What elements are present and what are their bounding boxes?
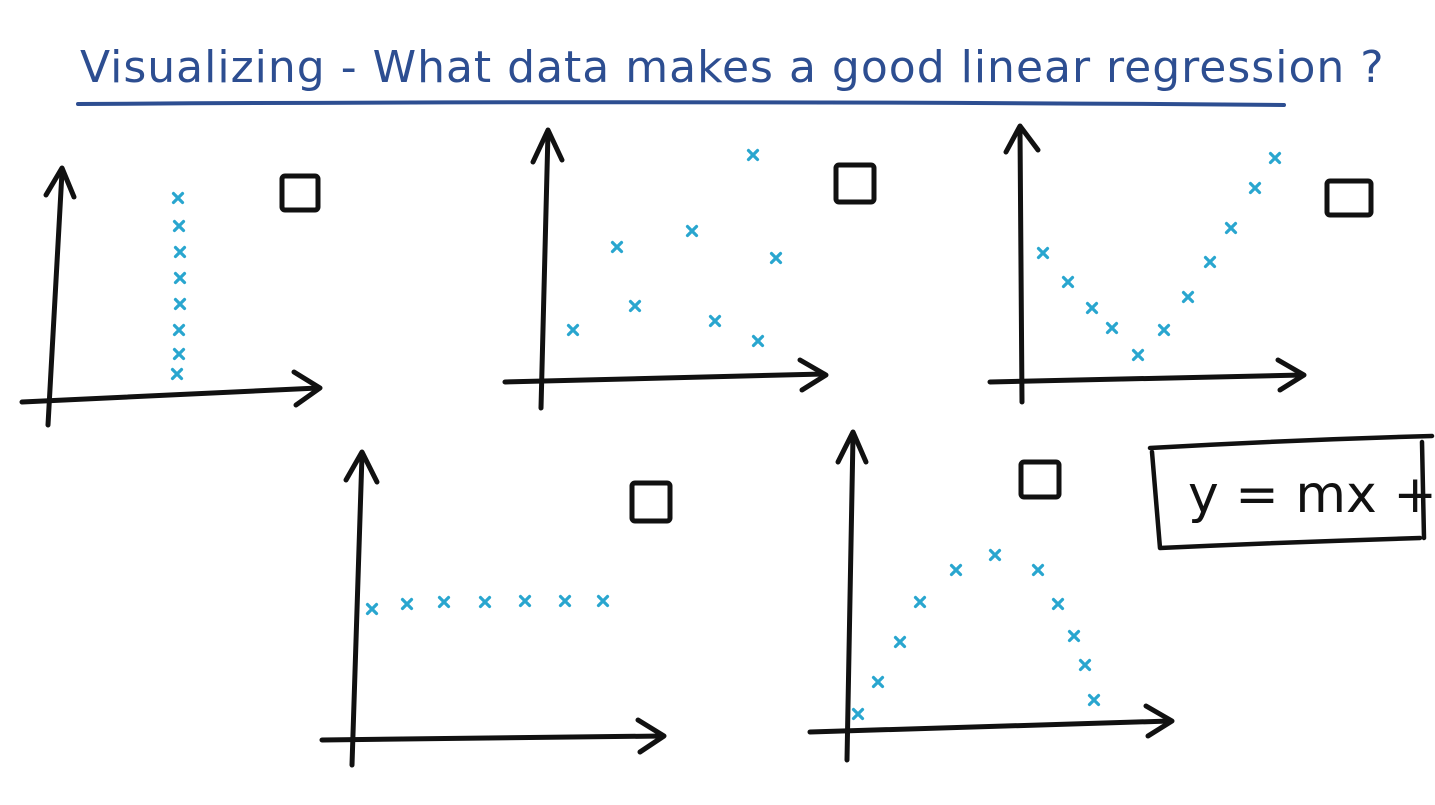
data-point-mark xyxy=(1224,221,1238,235)
data-point-mark xyxy=(400,597,414,611)
data-point-mark xyxy=(1268,151,1282,165)
data-point-mark xyxy=(172,323,186,337)
data-point-mark xyxy=(949,563,963,577)
data-point-mark xyxy=(1067,629,1081,643)
data-point-mark xyxy=(1085,301,1099,315)
data-points xyxy=(851,548,1101,721)
answer-checkbox[interactable] xyxy=(833,162,877,205)
data-point-mark xyxy=(871,675,885,689)
data-point-mark xyxy=(1061,275,1075,289)
data-point-mark xyxy=(1031,563,1045,577)
data-point-mark xyxy=(1248,181,1262,195)
data-point-mark xyxy=(173,271,187,285)
data-point-mark xyxy=(1078,658,1092,672)
answer-checkbox[interactable] xyxy=(279,173,321,213)
y-arrowhead xyxy=(530,127,565,165)
answer-checkbox[interactable] xyxy=(629,480,673,524)
title: Visualizing - What data makes a good lin… xyxy=(80,42,1385,93)
data-points xyxy=(365,594,610,616)
data-point-mark xyxy=(1087,693,1101,707)
answer-checkbox[interactable] xyxy=(1324,178,1374,218)
x-arrowhead xyxy=(1275,357,1307,393)
y-arrowhead xyxy=(1003,123,1041,155)
formula-box-frame xyxy=(1147,433,1435,551)
data-point-mark xyxy=(1051,597,1065,611)
x-axis xyxy=(502,371,827,385)
x-arrowhead xyxy=(1143,703,1175,739)
y-arrowhead xyxy=(343,449,380,485)
data-points xyxy=(1036,151,1282,362)
data-point-mark xyxy=(708,314,722,328)
x-arrowhead xyxy=(291,369,323,408)
y-arrowhead xyxy=(835,429,869,465)
data-point-mark xyxy=(478,595,492,609)
data-point-mark xyxy=(173,245,187,259)
plot-arch xyxy=(807,429,1175,763)
data-points xyxy=(566,148,783,348)
data-point-mark xyxy=(988,548,1002,562)
x-arrowhead xyxy=(797,357,829,393)
data-point-mark xyxy=(173,297,187,311)
data-point-mark xyxy=(1203,255,1217,269)
data-point-mark xyxy=(685,224,699,238)
data-point-mark xyxy=(746,148,760,162)
title-underline xyxy=(76,100,1286,107)
data-point-mark xyxy=(893,635,907,649)
data-point-mark xyxy=(751,334,765,348)
data-point-mark xyxy=(769,251,783,265)
formula-text: y = mx + b xyxy=(1188,465,1435,525)
y-axis xyxy=(1017,127,1025,405)
data-point-mark xyxy=(171,191,185,205)
data-point-mark xyxy=(1181,290,1195,304)
data-point-mark xyxy=(1036,246,1050,260)
x-axis xyxy=(19,385,321,405)
data-point-mark xyxy=(913,595,927,609)
y-axis xyxy=(45,169,65,428)
formula-box: y = mx + b xyxy=(1147,433,1435,551)
data-point-mark xyxy=(172,219,186,233)
data-point-mark xyxy=(851,707,865,721)
plot-horizontal-line xyxy=(319,449,673,768)
x-axis xyxy=(319,733,665,743)
plot-random-scatter xyxy=(502,127,877,411)
data-point-mark xyxy=(1131,348,1145,362)
data-point-mark xyxy=(437,595,451,609)
x-axis xyxy=(807,718,1173,735)
data-point-mark xyxy=(566,323,580,337)
x-axis xyxy=(987,372,1305,385)
y-axis xyxy=(844,433,856,763)
y-axis xyxy=(538,129,551,411)
data-point-mark xyxy=(1157,323,1171,337)
data-point-mark xyxy=(558,594,572,608)
data-point-mark xyxy=(610,240,624,254)
plot-v-shape xyxy=(987,123,1374,405)
plot-vertical-line xyxy=(19,165,323,428)
x-arrowhead xyxy=(635,717,667,755)
data-point-mark xyxy=(172,347,186,361)
data-point-mark xyxy=(1105,321,1119,335)
y-axis xyxy=(349,452,365,768)
data-point-mark xyxy=(518,594,532,608)
data-point-mark xyxy=(170,367,184,381)
data-point-mark xyxy=(628,299,642,313)
data-point-mark xyxy=(596,594,610,608)
answer-checkbox[interactable] xyxy=(1018,459,1062,500)
y-arrowhead xyxy=(43,165,77,200)
data-point-mark xyxy=(365,602,379,616)
data-points xyxy=(170,191,187,381)
